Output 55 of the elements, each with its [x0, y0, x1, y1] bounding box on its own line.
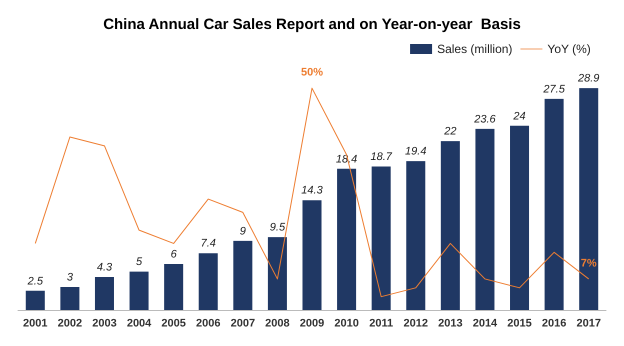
- x-tick-label: 2011: [369, 318, 394, 330]
- x-tick-label: 2009: [300, 318, 324, 330]
- bar: [510, 126, 530, 310]
- bar: [94, 276, 114, 310]
- x-tick-label: 2001: [23, 318, 48, 330]
- bar: [60, 286, 80, 310]
- bar: [26, 290, 45, 310]
- x-tick-label: 2015: [507, 318, 532, 330]
- data-label: 6: [170, 248, 178, 260]
- bar: [302, 200, 322, 310]
- data-label: 9: [240, 225, 246, 238]
- x-tick-label: 2002: [58, 318, 82, 330]
- bar: [337, 168, 356, 310]
- data-label: 7.4: [200, 238, 216, 250]
- x-tick-label: 2012: [404, 318, 428, 330]
- bar: [544, 98, 564, 310]
- legend-label: Sales (million): [437, 42, 512, 56]
- data-label: 24: [512, 110, 526, 122]
- chart-title: China Annual Car Sales Report and on Year-on-year Basis: [103, 16, 521, 33]
- data-label: 4.3: [96, 261, 113, 274]
- data-label: 5: [136, 256, 143, 268]
- x-tick-label: 2010: [334, 318, 359, 330]
- data-label: 22: [443, 126, 456, 138]
- x-tick-label: 2016: [542, 318, 566, 330]
- x-tick-label: 2004: [126, 318, 152, 330]
- bar: [440, 141, 460, 310]
- bar: [268, 237, 287, 310]
- data-label: 7%: [580, 257, 597, 270]
- data-label: 9.5: [270, 222, 286, 234]
- x-tick-label: 2005: [161, 318, 186, 330]
- bar: [579, 88, 598, 310]
- data-label: 23.6: [473, 113, 497, 126]
- x-tick-label: 2008: [265, 318, 290, 330]
- bar: [372, 166, 391, 310]
- data-label: 28.9: [576, 72, 600, 85]
- data-label: 19.4: [405, 146, 426, 158]
- data-label: 14.3: [301, 184, 324, 197]
- x-tick-label: 2006: [196, 318, 220, 330]
- bar: [406, 161, 426, 310]
- bar: [198, 253, 218, 310]
- data-label: 27.5: [542, 83, 566, 96]
- data-label: 18.7: [370, 150, 393, 163]
- data-label: 2.5: [26, 275, 44, 288]
- data-label: 3: [66, 271, 74, 284]
- x-tick-label: 2013: [438, 318, 463, 330]
- x-tick-label: 2003: [92, 318, 117, 330]
- bar: [130, 272, 149, 310]
- x-tick-label: 2007: [230, 318, 256, 330]
- bar: [164, 264, 184, 310]
- legend-label: YoY (%): [547, 42, 591, 56]
- bar: [475, 128, 494, 310]
- bar: [233, 240, 252, 310]
- x-tick-label: 2014: [472, 318, 498, 330]
- data-label: 50%: [300, 66, 324, 79]
- x-tick-label: 2017: [576, 318, 601, 330]
